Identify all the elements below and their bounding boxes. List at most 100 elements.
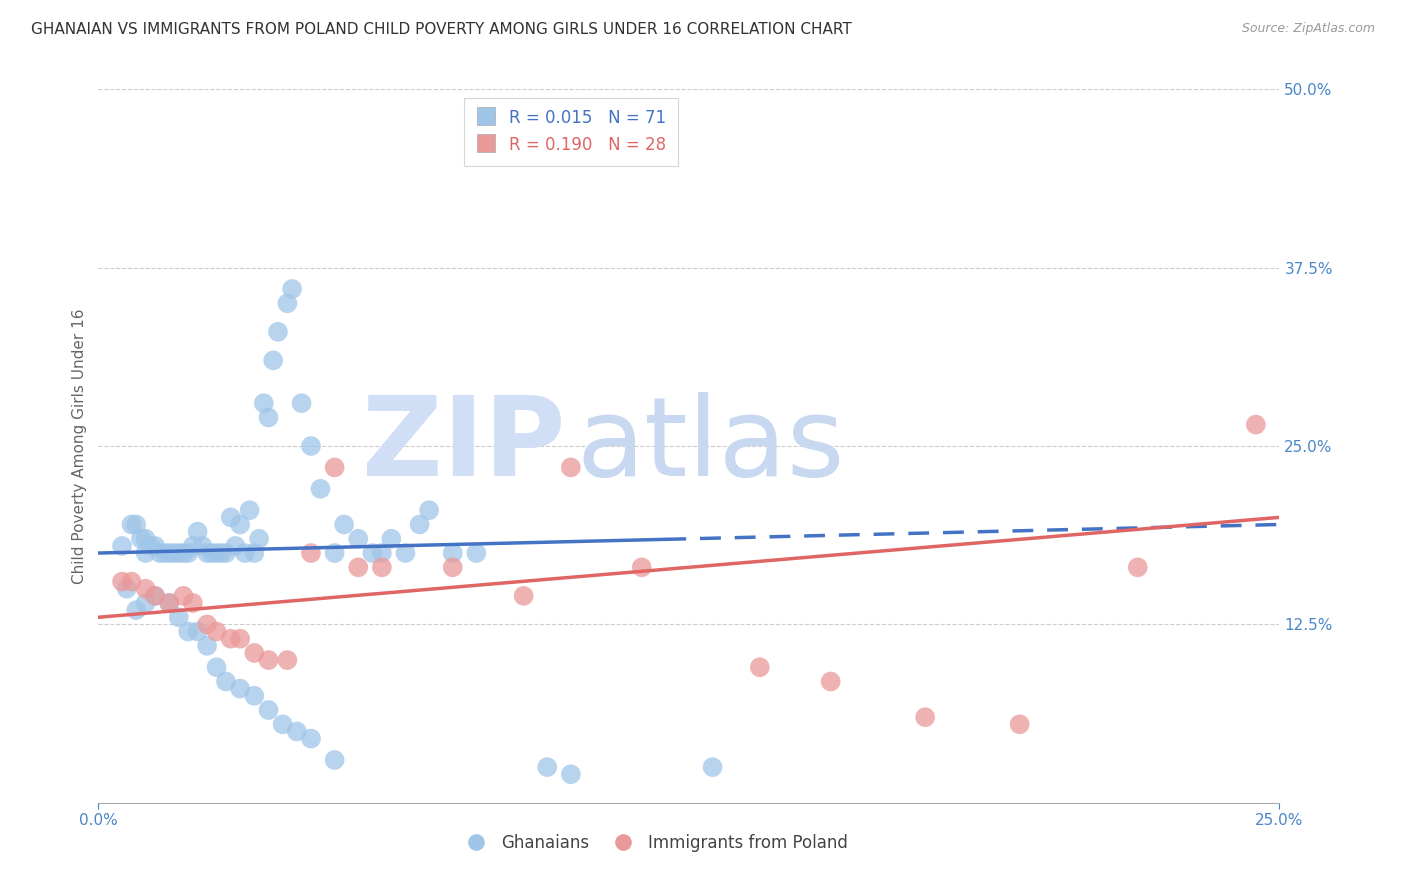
Point bbox=[121, 574, 143, 589]
Point bbox=[177, 546, 200, 560]
Point bbox=[253, 396, 276, 410]
Point bbox=[247, 532, 270, 546]
Point bbox=[333, 517, 356, 532]
Point bbox=[914, 710, 936, 724]
Point bbox=[418, 503, 440, 517]
Point bbox=[172, 546, 194, 560]
Point bbox=[748, 660, 770, 674]
Point bbox=[125, 603, 148, 617]
Point bbox=[191, 539, 214, 553]
Point bbox=[125, 517, 148, 532]
Point bbox=[408, 517, 430, 532]
Point bbox=[177, 624, 200, 639]
Point bbox=[153, 546, 176, 560]
Point bbox=[285, 724, 308, 739]
Point bbox=[243, 646, 266, 660]
Point bbox=[187, 624, 209, 639]
Point bbox=[163, 546, 186, 560]
Legend: Ghanaians, Immigrants from Poland: Ghanaians, Immigrants from Poland bbox=[453, 828, 855, 859]
Point bbox=[219, 632, 242, 646]
Point bbox=[195, 639, 218, 653]
Point bbox=[233, 546, 256, 560]
Point bbox=[167, 546, 190, 560]
Point bbox=[181, 539, 204, 553]
Point bbox=[267, 325, 290, 339]
Point bbox=[820, 674, 842, 689]
Point bbox=[1244, 417, 1267, 432]
Point bbox=[371, 560, 394, 574]
Y-axis label: Child Poverty Among Girls Under 16: Child Poverty Among Girls Under 16 bbox=[72, 309, 87, 583]
Point bbox=[299, 731, 322, 746]
Point bbox=[380, 532, 402, 546]
Point bbox=[135, 546, 157, 560]
Point bbox=[536, 760, 558, 774]
Point bbox=[394, 546, 416, 560]
Point bbox=[323, 753, 346, 767]
Point bbox=[111, 539, 134, 553]
Text: atlas: atlas bbox=[576, 392, 845, 500]
Point bbox=[135, 582, 157, 596]
Point bbox=[299, 546, 322, 560]
Point bbox=[229, 632, 252, 646]
Point bbox=[172, 589, 194, 603]
Text: Source: ZipAtlas.com: Source: ZipAtlas.com bbox=[1241, 22, 1375, 36]
Point bbox=[560, 460, 582, 475]
Point bbox=[243, 689, 266, 703]
Point bbox=[209, 546, 232, 560]
Point bbox=[309, 482, 332, 496]
Point bbox=[157, 546, 180, 560]
Point bbox=[271, 717, 294, 731]
Point bbox=[135, 532, 157, 546]
Point bbox=[630, 560, 652, 574]
Point bbox=[257, 653, 280, 667]
Point bbox=[512, 589, 534, 603]
Point bbox=[243, 546, 266, 560]
Text: ZIP: ZIP bbox=[361, 392, 565, 500]
Point bbox=[290, 396, 312, 410]
Point bbox=[205, 660, 228, 674]
Point bbox=[441, 560, 464, 574]
Point bbox=[1126, 560, 1149, 574]
Point bbox=[121, 517, 143, 532]
Point bbox=[465, 546, 488, 560]
Point bbox=[157, 596, 180, 610]
Text: GHANAIAN VS IMMIGRANTS FROM POLAND CHILD POVERTY AMONG GIRLS UNDER 16 CORRELATIO: GHANAIAN VS IMMIGRANTS FROM POLAND CHILD… bbox=[31, 22, 852, 37]
Point bbox=[201, 546, 224, 560]
Point bbox=[139, 539, 162, 553]
Point bbox=[187, 524, 209, 539]
Point bbox=[143, 589, 166, 603]
Point bbox=[143, 589, 166, 603]
Point bbox=[262, 353, 284, 368]
Point bbox=[215, 674, 238, 689]
Point bbox=[135, 596, 157, 610]
Point bbox=[281, 282, 304, 296]
Point bbox=[276, 653, 298, 667]
Point bbox=[195, 546, 218, 560]
Point bbox=[257, 410, 280, 425]
Point bbox=[299, 439, 322, 453]
Point bbox=[129, 532, 152, 546]
Point bbox=[219, 510, 242, 524]
Point bbox=[195, 617, 218, 632]
Point bbox=[224, 539, 246, 553]
Point bbox=[167, 610, 190, 624]
Point bbox=[257, 703, 280, 717]
Point bbox=[205, 624, 228, 639]
Point bbox=[215, 546, 238, 560]
Point bbox=[229, 681, 252, 696]
Point bbox=[111, 574, 134, 589]
Point bbox=[441, 546, 464, 560]
Point bbox=[323, 460, 346, 475]
Point bbox=[115, 582, 138, 596]
Point bbox=[205, 546, 228, 560]
Point bbox=[361, 546, 384, 560]
Point bbox=[276, 296, 298, 310]
Point bbox=[239, 503, 262, 517]
Point bbox=[149, 546, 172, 560]
Point bbox=[323, 546, 346, 560]
Point bbox=[1008, 717, 1031, 731]
Point bbox=[181, 596, 204, 610]
Point bbox=[560, 767, 582, 781]
Point bbox=[371, 546, 394, 560]
Point bbox=[157, 596, 180, 610]
